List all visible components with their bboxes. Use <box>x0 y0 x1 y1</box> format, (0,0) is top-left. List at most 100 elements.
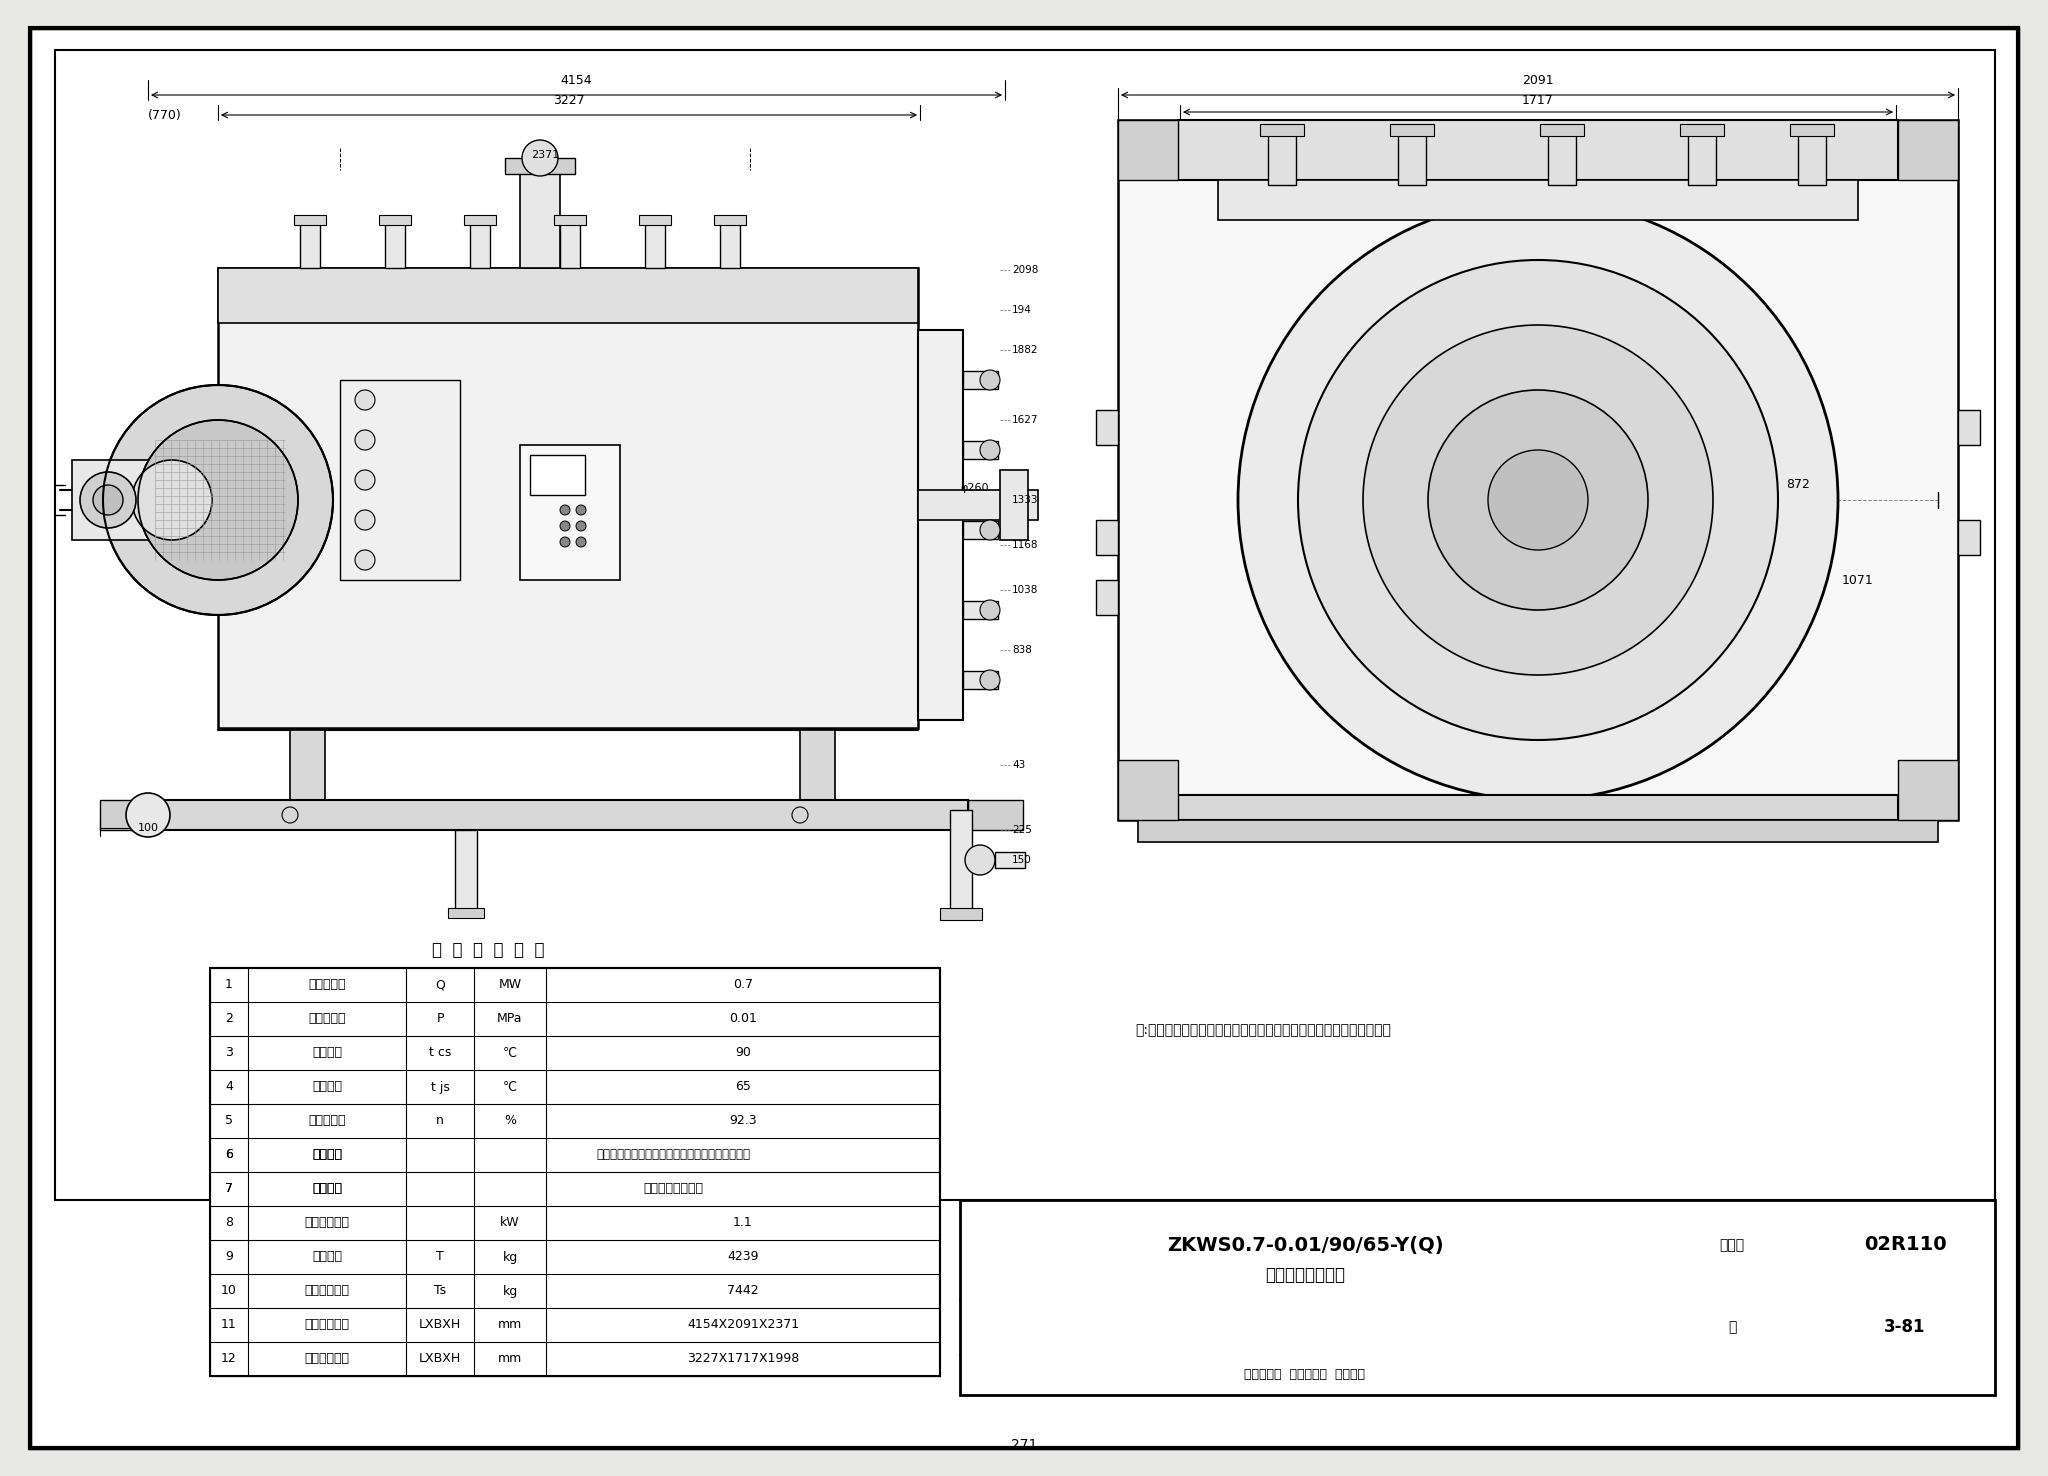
Circle shape <box>127 793 170 837</box>
Bar <box>1958 410 1980 444</box>
Text: 燃烧器电功率: 燃烧器电功率 <box>305 1216 350 1230</box>
Text: 设计热效率: 设计热效率 <box>309 1114 346 1128</box>
Circle shape <box>575 505 586 515</box>
Circle shape <box>92 486 123 515</box>
Bar <box>379 215 412 224</box>
Circle shape <box>102 385 334 615</box>
Bar <box>385 220 406 269</box>
Text: 3227: 3227 <box>553 94 586 108</box>
Bar <box>1260 124 1305 136</box>
Text: 838: 838 <box>1012 645 1032 655</box>
Text: 6: 6 <box>225 1148 233 1162</box>
Text: 回水温度: 回水温度 <box>311 1080 342 1094</box>
Bar <box>1096 410 1118 444</box>
Bar <box>1219 180 1858 220</box>
Text: 150: 150 <box>1012 855 1032 865</box>
Bar <box>72 461 172 540</box>
Text: 65: 65 <box>735 1080 752 1094</box>
Circle shape <box>80 472 135 528</box>
Bar <box>1118 120 1958 821</box>
Text: 11: 11 <box>221 1318 238 1331</box>
Circle shape <box>981 440 999 461</box>
Text: 1: 1 <box>225 979 233 992</box>
Text: MPa: MPa <box>498 1013 522 1026</box>
Text: 872: 872 <box>1786 478 1810 492</box>
Bar <box>940 908 981 920</box>
Bar <box>1958 520 1980 555</box>
Text: kg: kg <box>502 1250 518 1263</box>
Bar <box>465 215 496 224</box>
Text: 1717: 1717 <box>1522 93 1554 106</box>
Bar <box>639 215 672 224</box>
Circle shape <box>965 844 995 875</box>
Text: 9: 9 <box>225 1250 233 1263</box>
Bar <box>1548 130 1577 184</box>
Bar <box>1118 120 1178 180</box>
Circle shape <box>559 537 569 548</box>
Text: LXBXH: LXBXH <box>420 1318 461 1331</box>
Text: 90: 90 <box>735 1046 752 1060</box>
Text: 页: 页 <box>1729 1320 1737 1334</box>
Bar <box>530 455 586 494</box>
Text: (770): (770) <box>147 109 182 121</box>
Bar <box>963 441 997 459</box>
Text: 4154: 4154 <box>561 74 592 87</box>
Bar <box>520 444 621 580</box>
Text: MW: MW <box>498 979 522 992</box>
Text: 审核李春杉  校对赵美景  设计储强: 审核李春杉 校对赵美景 设计储强 <box>1245 1368 1366 1382</box>
Text: T: T <box>436 1250 444 1263</box>
Bar <box>520 168 559 269</box>
Bar <box>1898 120 1958 180</box>
Text: 适用燃料: 适用燃料 <box>311 1148 342 1162</box>
Circle shape <box>137 421 299 580</box>
Bar <box>449 908 483 918</box>
Bar <box>1679 124 1724 136</box>
Bar <box>715 215 745 224</box>
Text: 图集号: 图集号 <box>1720 1238 1745 1252</box>
Text: 8: 8 <box>225 1216 233 1230</box>
Text: Ts: Ts <box>434 1284 446 1297</box>
Text: 4239: 4239 <box>727 1250 758 1263</box>
Bar <box>963 672 997 689</box>
Bar <box>469 220 489 269</box>
Bar <box>555 215 586 224</box>
Text: 10: 10 <box>221 1284 238 1297</box>
Circle shape <box>981 520 999 540</box>
Circle shape <box>981 601 999 620</box>
Text: n: n <box>436 1114 444 1128</box>
Text: 2091: 2091 <box>1522 74 1554 87</box>
Text: %: % <box>504 1114 516 1128</box>
Circle shape <box>354 511 375 530</box>
Text: 3-81: 3-81 <box>1884 1318 1925 1336</box>
Bar <box>1178 796 1898 821</box>
Bar <box>969 800 1024 830</box>
Circle shape <box>559 505 569 515</box>
Text: kW: kW <box>500 1216 520 1230</box>
Circle shape <box>1298 260 1778 739</box>
Bar <box>455 830 477 911</box>
Text: 1882: 1882 <box>1012 345 1038 356</box>
Bar <box>1399 130 1425 184</box>
Circle shape <box>575 537 586 548</box>
Bar <box>295 215 326 224</box>
Text: 锅  炉  主  要  性  能: 锅 炉 主 要 性 能 <box>432 942 545 959</box>
Circle shape <box>1237 201 1837 800</box>
Text: Q: Q <box>434 979 444 992</box>
Text: P: P <box>436 1013 444 1026</box>
Bar <box>559 220 580 269</box>
Circle shape <box>354 390 375 410</box>
Text: 额定热功率: 额定热功率 <box>309 979 346 992</box>
Text: 271: 271 <box>1012 1438 1036 1452</box>
Text: 4154X2091X2371: 4154X2091X2371 <box>686 1318 799 1331</box>
Bar <box>801 731 836 810</box>
Text: 02R110: 02R110 <box>1864 1235 1946 1255</box>
Text: 2371: 2371 <box>530 151 559 159</box>
Circle shape <box>1427 390 1649 610</box>
Text: 1038: 1038 <box>1012 584 1038 595</box>
Text: 6: 6 <box>225 1148 233 1162</box>
Text: ℃: ℃ <box>504 1080 516 1094</box>
Text: 1.1: 1.1 <box>733 1216 754 1230</box>
Text: kg: kg <box>502 1284 518 1297</box>
Circle shape <box>522 140 557 176</box>
Bar <box>1688 130 1716 184</box>
